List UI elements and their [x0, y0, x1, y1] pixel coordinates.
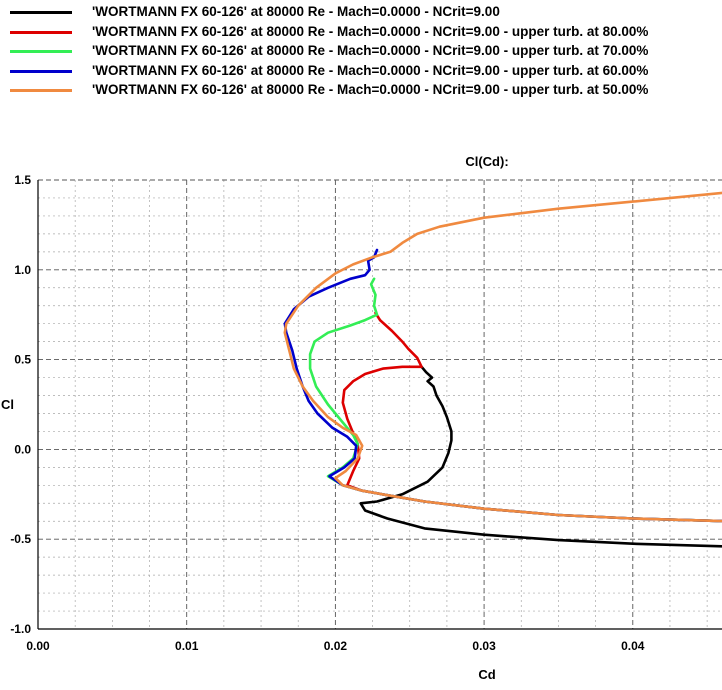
y-tick-label: -1.0 — [10, 622, 31, 636]
y-axis-label: Cl — [1, 397, 14, 412]
x-tick-label: 0.04 — [621, 639, 645, 653]
x-tick-label: 0.03 — [472, 639, 496, 653]
x-tick-label: 0.01 — [175, 639, 199, 653]
legend-item: 'WORTMANN FX 60-126' at 80000 Re - Mach=… — [8, 41, 722, 61]
series-line — [341, 311, 722, 523]
legend-swatch — [10, 11, 72, 14]
legend-item: 'WORTMANN FX 60-126' at 80000 Re - Mach=… — [8, 61, 722, 81]
y-tick-label: 0.0 — [14, 442, 31, 456]
tick-labels: 0.00 0.01 0.02 0.03 0.04 1.5 1.0 0.5 0.0 -0.5 -1.0 — [10, 173, 644, 653]
grid — [37, 179, 722, 630]
legend-swatch — [10, 89, 72, 92]
legend-swatch — [10, 30, 72, 34]
series-layer — [283, 191, 722, 548]
legend-label: 'WORTMANN FX 60-126' at 80000 Re - Mach=… — [92, 62, 649, 78]
legend-label: 'WORTMANN FX 60-126' at 80000 Re - Mach=… — [92, 43, 649, 58]
legend-label: 'WORTMANN FX 60-126' at 80000 Re - Mach=… — [92, 4, 500, 19]
x-tick-label: 0.02 — [324, 639, 348, 653]
legend-label: 'WORTMANN FX 60-126' at 80000 Re - Mach=… — [92, 82, 649, 97]
chart-title: Cl(Cd): — [465, 154, 508, 169]
y-tick-label: 1.5 — [14, 173, 31, 187]
series-line — [308, 277, 722, 523]
y-tick-label: 1.0 — [14, 263, 31, 277]
series-line — [359, 365, 722, 548]
x-tick-label: 0.00 — [26, 639, 50, 653]
legend-label: 'WORTMANN FX 60-126' at 80000 Re - Mach=… — [92, 23, 649, 39]
legend-swatch — [10, 50, 72, 53]
x-axis-label: Cd — [478, 667, 495, 682]
y-tick-label: -0.5 — [10, 532, 31, 546]
legend-item: 'WORTMANN FX 60-126' at 80000 Re - Mach=… — [8, 2, 722, 22]
legend-item: 'WORTMANN FX 60-126' at 80000 Re - Mach=… — [8, 22, 722, 42]
y-tick-label: 0.5 — [14, 353, 31, 367]
legend-item: 'WORTMANN FX 60-126' at 80000 Re - Mach=… — [8, 80, 722, 100]
chart-legend: 'WORTMANN FX 60-126' at 80000 Re - Mach=… — [8, 2, 722, 100]
series-line — [283, 191, 722, 523]
legend-swatch — [10, 69, 72, 73]
